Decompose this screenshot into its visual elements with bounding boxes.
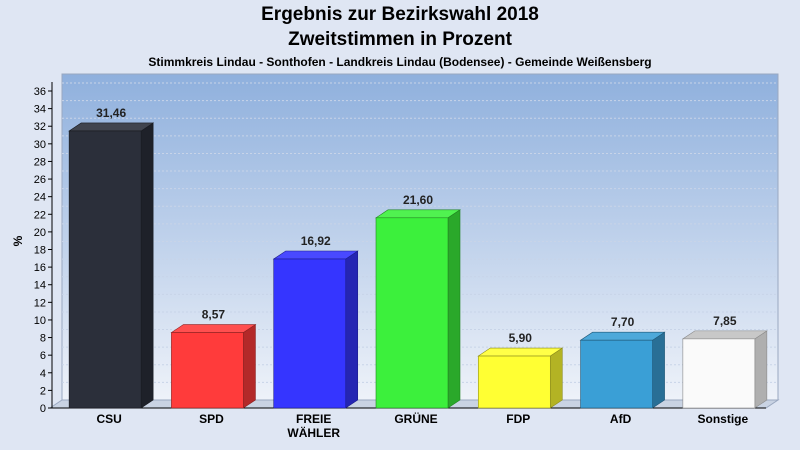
bar-side [652,331,665,409]
y-tick-label: 12 [34,297,46,309]
bar-top [170,324,257,333]
y-tick-label: 10 [34,315,46,327]
y-tick-label: 36 [34,86,46,98]
y-tick-label: 28 [34,156,46,168]
bar-front [682,338,756,409]
bar-front [580,339,653,409]
y-tick-label: 14 [34,280,46,292]
y-tick-label: 4 [40,368,46,380]
y-tick-label: 34 [34,104,46,116]
bar-top [272,250,359,260]
data-label: 21,60 [403,193,433,207]
y-tick-label: 20 [34,227,46,239]
bar-top [477,347,564,357]
x-tick-label: SPD [199,412,224,426]
bar [68,122,155,409]
data-label: 7,70 [611,315,635,329]
y-tick-label: 2 [40,385,46,397]
chart-subtitle: Zweitstimmen in Prozent [288,29,512,50]
chart-region-label: Stimmkreis Lindau - Sonthofen - Landkrei… [148,55,652,69]
chart-title: Ergebnis zur Bezirkswahl 2018 [261,4,539,25]
x-tick-label: AfD [610,412,632,426]
data-label: 31,46 [96,106,126,120]
y-tick-label: 8 [40,333,46,345]
bar-top [579,331,666,341]
bar-side [140,122,154,409]
y-tick-label: 30 [34,139,46,151]
bar [681,330,768,409]
x-tick-label: WÄHLER [287,425,340,440]
bar-side [345,250,359,409]
bar-top [68,122,155,132]
y-tick-label: 6 [40,350,46,362]
x-tick-label: FDP [506,412,530,426]
bar-side [549,347,563,409]
data-label: 7,85 [713,314,737,328]
bar-side [447,209,461,409]
bar-front [375,217,449,409]
bar [272,250,359,409]
y-tick-label: 18 [34,245,46,257]
x-tick-label: GRÜNE [394,411,437,426]
y-tick-label: 24 [34,192,46,204]
bar [477,347,564,409]
bar-front [171,332,244,409]
bar-side [243,323,256,409]
data-label: 8,57 [202,308,226,322]
bar-front [68,130,142,409]
bar [375,209,461,409]
x-tick-label: CSU [96,412,121,426]
bar-top [681,330,768,340]
bar-top [375,209,461,219]
data-label: 5,90 [509,331,533,345]
y-tick-label: 0 [40,403,46,415]
bar-side [754,330,768,409]
y-tick-label: 26 [34,174,46,186]
x-tick-label: Sonstige [698,412,749,426]
bar-front [477,355,551,409]
bar [579,331,666,409]
y-axis-label: % [11,235,25,246]
bar-front [273,258,347,409]
y-tick-label: 16 [34,262,46,274]
y-tick-label: 22 [34,209,46,221]
bar [170,323,257,409]
x-tick-label: FREIE [296,412,331,426]
y-tick-label: 32 [34,121,46,133]
data-label: 16,92 [301,234,331,248]
